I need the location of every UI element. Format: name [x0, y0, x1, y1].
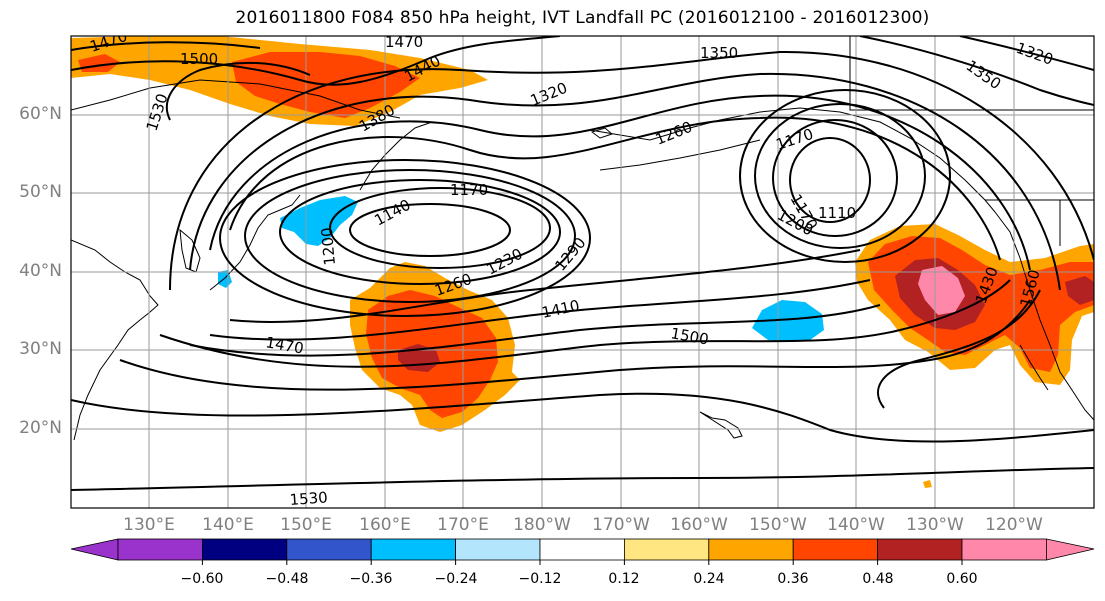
colorbar-tick-label: −0.48	[265, 571, 309, 587]
contour-label: 1470	[385, 33, 423, 51]
lon-label: 170°E	[437, 515, 489, 535]
colorbar-segment	[708, 538, 794, 561]
lat-label: 50°N	[19, 182, 62, 202]
colorbar-tick-label: 0.36	[777, 571, 809, 587]
lat-label: 30°N	[19, 339, 62, 359]
lon-label: 140°W	[827, 515, 885, 535]
shade-cyan-east	[752, 300, 824, 342]
colorbar-extend-right	[1046, 538, 1095, 561]
island-small-1	[590, 127, 613, 139]
coast-aleutians	[599, 139, 761, 171]
colorbar-segment	[539, 538, 625, 561]
colorbar-tick-label: −0.24	[434, 571, 478, 587]
shade-pale-yellow-small	[923, 480, 932, 488]
contour-label: 1350	[700, 44, 738, 62]
coast-kamchatka	[359, 121, 433, 191]
shade-cyan-japan	[280, 196, 358, 246]
colorbar-tick-label: −0.12	[518, 571, 562, 587]
lon-label: 170°W	[592, 515, 650, 535]
gridlines	[71, 36, 1094, 508]
colorbar-ticks	[201, 560, 963, 565]
coast-siberia	[71, 79, 401, 119]
map-title: 2016011800 F084 850 hPa height, IVT Land…	[235, 8, 930, 28]
colorbar-segment	[792, 538, 879, 561]
colorbar-segment	[624, 538, 710, 561]
lat-label: 40°N	[19, 261, 62, 281]
contour-label: 1500	[180, 50, 218, 68]
shade-darkred-east-2	[1065, 276, 1094, 305]
colorbar-segment	[877, 538, 963, 561]
colorbar-segment	[201, 538, 288, 561]
contour-label: 1170	[450, 181, 488, 199]
colorbar-tick-label: 0.60	[946, 571, 978, 587]
contour-label: 1110	[818, 204, 856, 222]
lon-label: 180°W	[513, 515, 571, 535]
colorbar-segment	[370, 538, 457, 561]
map-frame	[70, 35, 1095, 509]
lon-label: 150°E	[280, 515, 332, 535]
coast-na-west	[994, 211, 1094, 421]
contour-label: 1200	[318, 227, 339, 267]
lon-label: 160°W	[670, 515, 728, 535]
shade-pink-east	[918, 266, 965, 315]
coast-japan	[209, 194, 301, 291]
border-us-canada	[849, 36, 1094, 111]
colorbar-tick-label: 0.24	[693, 571, 725, 587]
contour-label: 1530	[289, 488, 328, 509]
colorbar-tick-label: 0.12	[608, 571, 640, 587]
lat-label: 20°N	[19, 418, 62, 438]
ivt-shading	[71, 36, 1094, 488]
colorbar-tick-label: −0.36	[349, 571, 393, 587]
lon-label: 130°W	[906, 515, 964, 535]
coast-baja	[1019, 344, 1049, 391]
colorbar-segment	[961, 538, 1047, 561]
lon-label: 160°E	[359, 515, 411, 535]
lon-label: 140°E	[202, 515, 254, 535]
colorbar-segment	[286, 538, 372, 561]
height-contours	[71, 36, 1094, 491]
colorbar-extend-left	[70, 538, 119, 561]
island-hawaii	[699, 411, 743, 439]
coast-asia	[71, 239, 159, 441]
colorbar-segment	[117, 538, 203, 561]
lon-label: 120°W	[985, 515, 1043, 535]
colorbar-tick-label: 0.48	[862, 571, 894, 587]
lon-label: 150°W	[749, 515, 807, 535]
coast-alaska	[589, 107, 996, 213]
lat-label: 60°N	[19, 104, 62, 124]
colorbar	[70, 538, 1095, 565]
coastlines	[71, 36, 1094, 441]
colorbar-segment	[455, 538, 541, 561]
colorbar-tick-label: −0.60	[180, 571, 224, 587]
lon-label: 130°E	[123, 515, 175, 535]
